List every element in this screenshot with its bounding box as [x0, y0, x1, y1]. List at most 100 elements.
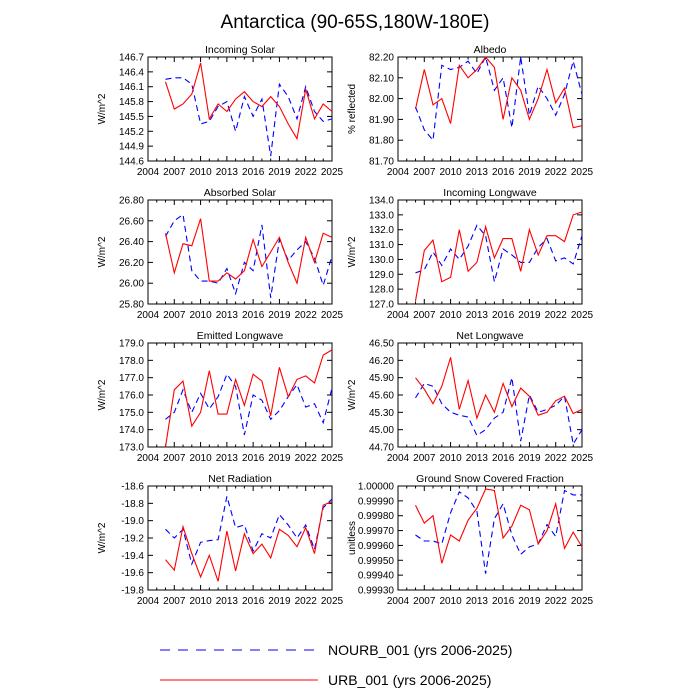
x-tick-label: 2025: [321, 596, 344, 607]
y-tick-label: 145.5: [119, 112, 144, 123]
y-axis-label: W/m^2: [347, 379, 358, 410]
series-line-urb: [414, 211, 583, 302]
y-tick-label: 82.20: [369, 53, 394, 64]
series-line-nourb: [414, 55, 583, 142]
x-tick-label: 2010: [439, 310, 462, 321]
x-tick-label: 2022: [545, 453, 568, 464]
y-tick-label: 144.9: [119, 142, 144, 153]
x-tick-label: 2007: [163, 167, 186, 178]
chart-panel: Net Longwave 2004 2007 2010 2013 2016 2019 2022…: [347, 330, 594, 464]
y-tick-label: 46.20: [369, 356, 394, 367]
x-tick-label: 2019: [268, 167, 291, 178]
chart-panel: Net Radiation 2004 2007 2010 2013 2016 2019 202…: [97, 473, 344, 607]
y-axis-label: unitless: [347, 521, 358, 555]
chart-panel: Incoming Solar 2004 2007 2010 2013 2016 2019 20…: [97, 44, 344, 178]
y-tick-label: 81.80: [369, 136, 394, 147]
series-line-nourb: [165, 77, 333, 157]
x-tick-label: 2004: [137, 167, 160, 178]
panel-title: Net Longwave: [456, 330, 523, 342]
x-tick-label: 2007: [413, 453, 436, 464]
legend-label-nourb: NOURB_001 (yrs 2006-2025): [328, 642, 512, 658]
series-line-urb: [415, 357, 583, 420]
figure-title: Antarctica (90-65S,180W-180E): [221, 12, 490, 33]
y-tick-label: 0.99930: [358, 586, 395, 597]
panel-title: Incoming Longwave: [443, 187, 537, 199]
panel-title: Ground Snow Covered Fraction: [416, 473, 564, 485]
y-tick-label: 145.8: [119, 97, 144, 108]
y-tick-label: 44.70: [369, 443, 394, 454]
y-tick-label: 0.99970: [358, 526, 395, 537]
y-tick-label: 82.00: [369, 94, 394, 105]
x-tick-label: 2016: [492, 453, 515, 464]
series-line-urb: [164, 349, 333, 448]
x-tick-label: 2013: [466, 167, 489, 178]
plot-frame: [147, 342, 333, 448]
series-line-nourb: [165, 373, 333, 436]
y-tick-label: 133.0: [369, 210, 394, 221]
y-tick-label: -19.2: [121, 534, 144, 545]
x-tick-label: 2010: [189, 453, 212, 464]
x-tick-label: 2013: [216, 167, 239, 178]
y-tick-label: 130.0: [369, 255, 394, 266]
x-tick-label: 2016: [492, 596, 515, 607]
x-tick-label: 2010: [439, 167, 462, 178]
y-tick-label: 146.1: [119, 82, 144, 93]
x-tick-label: 2022: [295, 453, 318, 464]
y-tick-label: 81.70: [369, 157, 394, 168]
x-tick-label: 2019: [518, 167, 541, 178]
y-tick-label: 146.4: [119, 67, 144, 78]
x-tick-label: 2016: [492, 310, 515, 321]
y-tick-label: 46.50: [369, 339, 394, 350]
x-tick-label: 2016: [242, 453, 265, 464]
y-tick-label: -18.6: [121, 482, 144, 493]
x-tick-label: 2019: [518, 596, 541, 607]
y-tick-label: 144.6: [119, 157, 144, 168]
x-tick-label: 2016: [242, 596, 265, 607]
plot-frame: [397, 342, 583, 448]
series-line-nourb: [415, 377, 583, 446]
panel-title: Net Radiation: [208, 473, 272, 485]
x-tick-label: 2013: [466, 596, 489, 607]
y-tick-label: 25.80: [119, 300, 144, 311]
y-tick-label: -19.0: [121, 516, 144, 527]
x-tick-label: 2025: [571, 310, 594, 321]
series-line-urb: [164, 218, 333, 286]
panel-title: Emitted Longwave: [197, 330, 284, 342]
y-tick-label: 26.80: [119, 196, 144, 207]
x-tick-label: 2010: [439, 596, 462, 607]
y-tick-label: 26.00: [119, 279, 144, 290]
y-tick-label: 26.20: [119, 258, 144, 269]
y-tick-label: 174.0: [119, 425, 144, 436]
x-tick-label: 2013: [216, 310, 239, 321]
panel-title: Absorbed Solar: [204, 187, 277, 199]
chart-panel: Albedo 2004 2007 2010 2013 2016 2019 2022 2025 82…: [347, 44, 594, 178]
chart-panel: Ground Snow Covered Fraction 2004 2007 2010…: [347, 473, 594, 607]
x-tick-label: 2016: [242, 310, 265, 321]
x-tick-label: 2010: [439, 453, 462, 464]
x-tick-label: 2010: [189, 310, 212, 321]
y-tick-label: 178.0: [119, 356, 144, 367]
y-tick-label: 45.30: [369, 408, 394, 419]
x-tick-label: 2022: [545, 310, 568, 321]
chart-panel: Absorbed Solar 2004 2007 2010 2013 2016 2019 20…: [97, 187, 344, 321]
x-tick-label: 2013: [466, 310, 489, 321]
y-tick-label: -19.4: [121, 551, 144, 562]
x-tick-label: 2019: [518, 453, 541, 464]
x-tick-label: 2022: [545, 596, 568, 607]
y-tick-label: 127.0: [369, 300, 394, 311]
x-tick-label: 2013: [466, 453, 489, 464]
y-tick-label: -19.6: [121, 568, 144, 579]
y-tick-label: 128.0: [369, 285, 394, 296]
x-tick-label: 2025: [571, 167, 594, 178]
x-tick-label: 2019: [268, 310, 291, 321]
x-tick-label: 2019: [268, 453, 291, 464]
series-line-nourb: [415, 224, 583, 282]
series-line-urb: [165, 501, 333, 582]
y-tick-label: -19.8: [121, 586, 144, 597]
x-tick-label: 2022: [295, 310, 318, 321]
y-tick-label: 0.99950: [358, 556, 395, 567]
y-tick-label: 176.0: [119, 391, 144, 402]
plot-frame: [147, 56, 333, 162]
x-tick-label: 2013: [216, 596, 239, 607]
x-tick-label: 2007: [163, 453, 186, 464]
